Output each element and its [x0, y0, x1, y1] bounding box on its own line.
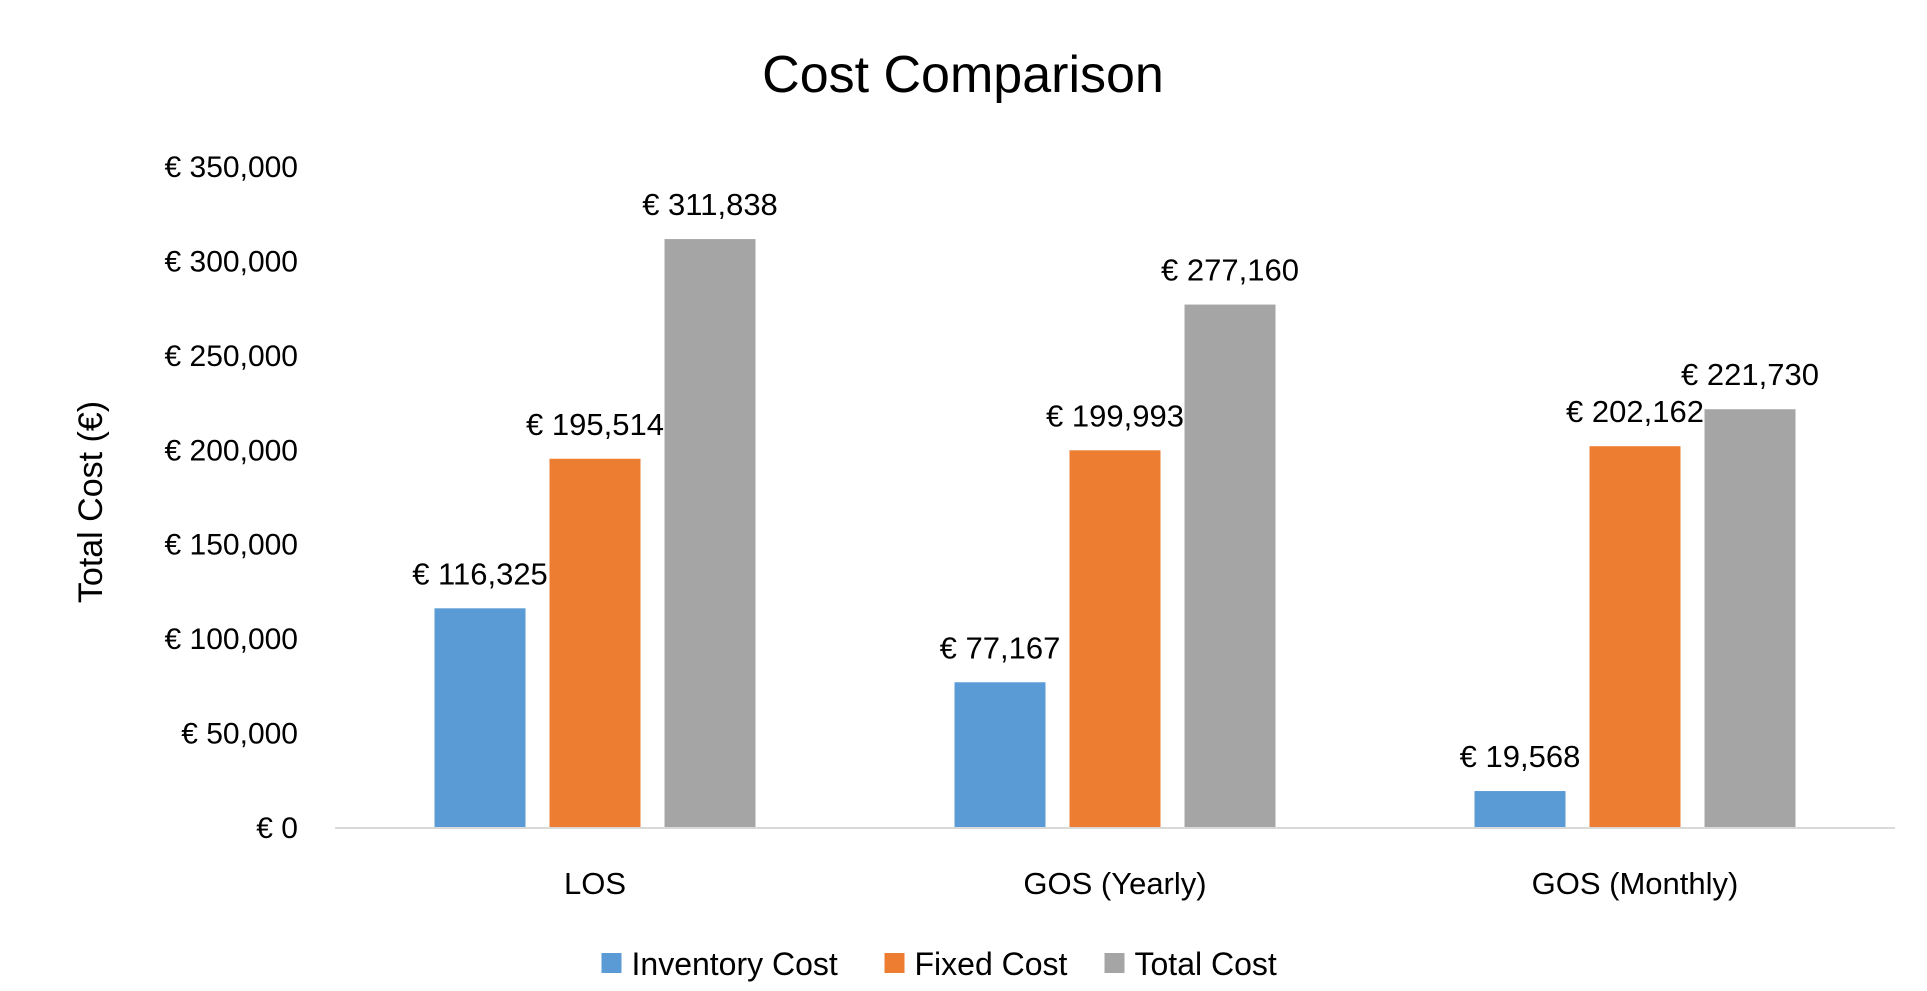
bar-inventory-cost [1474, 791, 1566, 828]
legend: Inventory Cost Fixed Cost Total Cost [601, 946, 1277, 982]
legend-swatch [601, 953, 622, 973]
legend-swatch [884, 953, 905, 973]
bars-group [434, 239, 1796, 828]
category-label: GOS (Monthly) [1532, 866, 1739, 901]
bar-fixed-cost [1069, 450, 1161, 828]
legend-label: Inventory Cost [632, 946, 838, 982]
data-label: € 202,162 [1566, 394, 1704, 429]
category-labels: LOS GOS (Yearly) GOS (Monthly) [564, 866, 1738, 901]
bar-inventory-cost [954, 682, 1046, 828]
data-label: € 195,514 [526, 407, 664, 442]
y-axis-title: Total Cost (€) [72, 401, 110, 603]
legend-label: Fixed Cost [915, 946, 1068, 982]
category-label: LOS [564, 866, 626, 901]
y-tick-label: € 250,000 [165, 340, 298, 373]
bar-fixed-cost [549, 458, 641, 828]
category-label: GOS (Yearly) [1023, 866, 1206, 901]
y-tick-label: € 0 [256, 812, 298, 845]
legend-label: Total Cost [1135, 946, 1277, 982]
bar-total-cost [664, 239, 756, 828]
data-labels-group: € 116,325 € 195,514 € 311,838 € 77,167 € 199… [412, 187, 1819, 774]
y-tick-label: € 150,000 [165, 529, 298, 562]
y-axis-ticks: € 0 € 50,000 € 100,000 € 150,000 € 200,000 € … [165, 151, 298, 845]
data-label: € 116,325 [412, 556, 548, 591]
y-tick-label: € 300,000 [165, 245, 298, 278]
data-label: € 277,160 [1161, 253, 1299, 288]
bar-total-cost [1184, 304, 1276, 828]
data-label: € 199,993 [1046, 398, 1184, 433]
data-label: € 221,730 [1681, 357, 1819, 392]
bar-inventory-cost [434, 608, 526, 828]
y-tick-label: € 50,000 [181, 718, 298, 751]
chart-title: Cost Comparison [762, 46, 1164, 104]
bar-total-cost [1704, 409, 1796, 828]
y-tick-label: € 100,000 [165, 623, 298, 656]
legend-swatch [1104, 953, 1125, 973]
data-label: € 311,838 [642, 187, 778, 222]
data-label: € 19,568 [1460, 739, 1581, 774]
bar-fixed-cost [1589, 446, 1681, 828]
data-label: € 77,167 [940, 630, 1061, 665]
y-tick-label: € 350,000 [165, 151, 298, 184]
y-tick-label: € 200,000 [165, 434, 298, 467]
